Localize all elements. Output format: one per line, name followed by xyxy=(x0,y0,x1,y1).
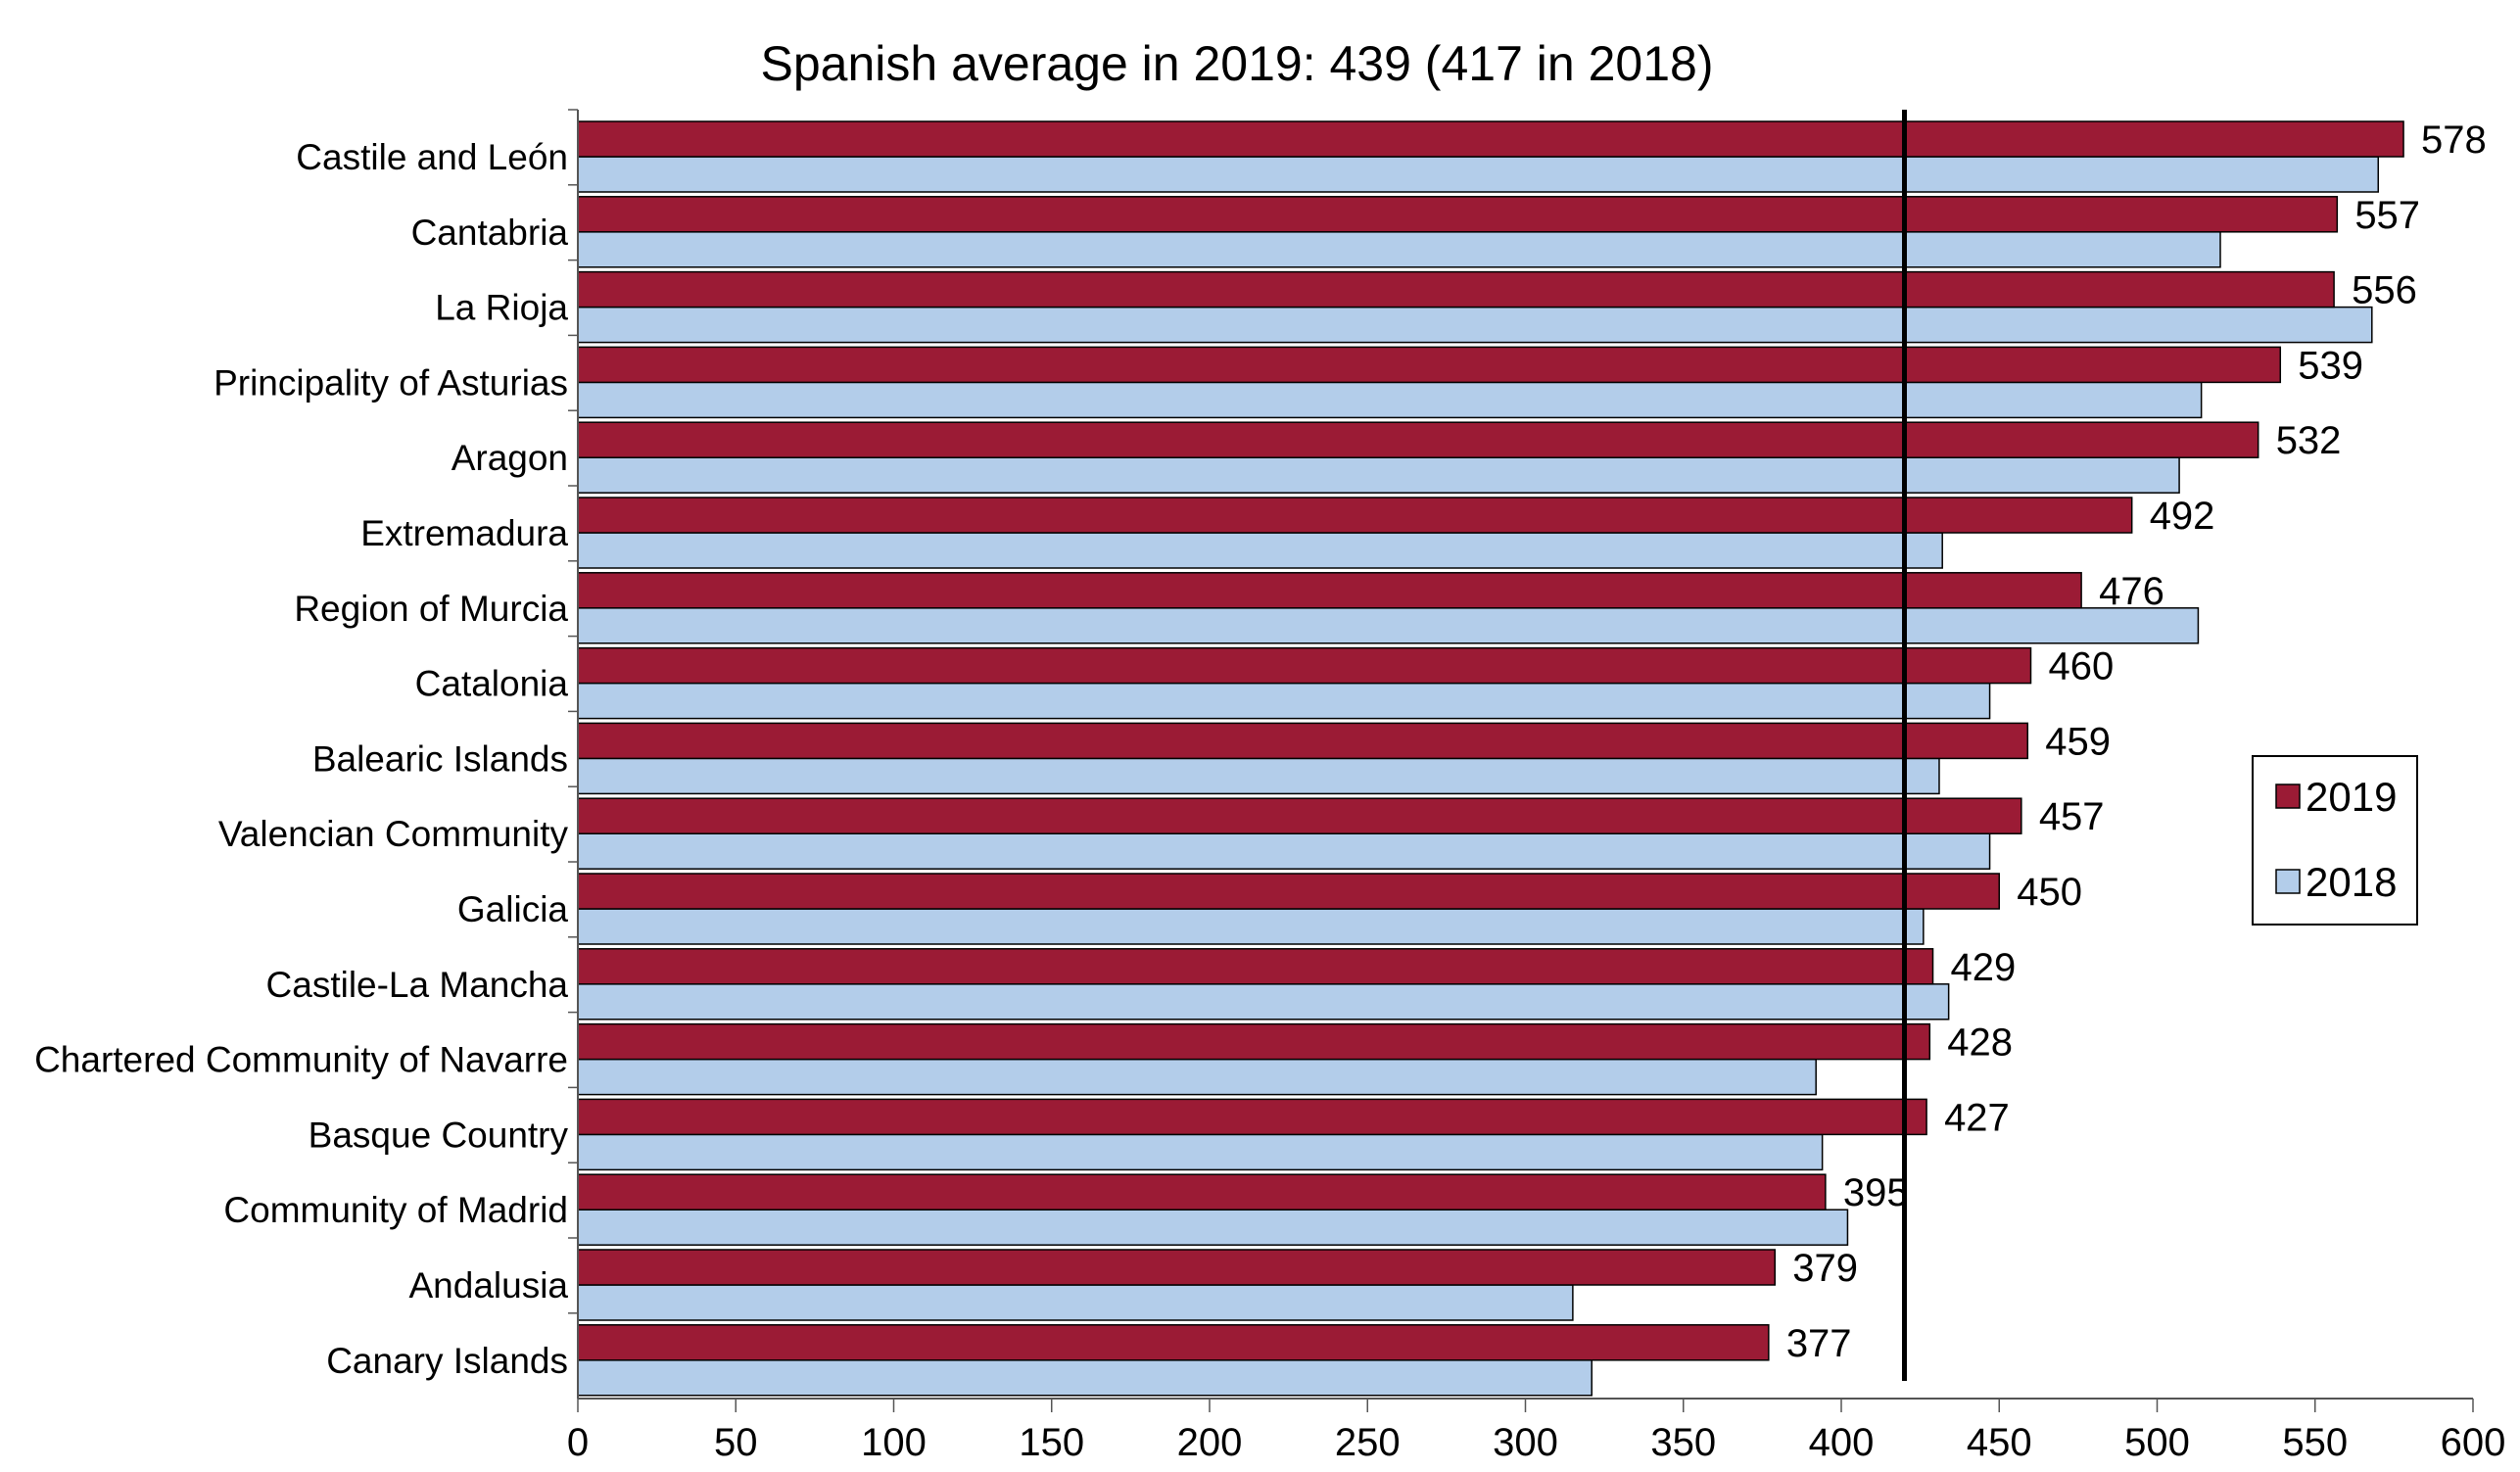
bar-2019 xyxy=(577,196,2339,233)
x-tick-label: 300 xyxy=(1493,1421,1558,1464)
x-tick-label: 550 xyxy=(2282,1421,2348,1464)
bar-2018 xyxy=(577,1133,1824,1171)
data-label-2019: 460 xyxy=(2049,645,2115,689)
bar-2019 xyxy=(577,1249,1777,1286)
bar-2019 xyxy=(577,797,2022,834)
category-label: Community of Madrid xyxy=(223,1190,568,1230)
bar-2018 xyxy=(577,381,2203,419)
chart-title: Spanish average in 2019: 439 (417 in 201… xyxy=(761,36,1714,91)
category-label: Aragon xyxy=(452,438,568,478)
bar-2018 xyxy=(577,1058,1817,1096)
category-label: Basque Country xyxy=(309,1115,569,1155)
data-label-2019: 476 xyxy=(2099,570,2164,613)
category-label: Extremadura xyxy=(360,513,568,553)
bar-2018 xyxy=(577,532,1943,569)
bar-2019 xyxy=(577,270,2335,309)
data-label-2019: 457 xyxy=(2039,795,2105,838)
x-tick-label: 0 xyxy=(567,1421,589,1464)
category-label: Catalonia xyxy=(415,664,569,704)
legend-swatch-2019 xyxy=(2275,783,2301,809)
bar-2018 xyxy=(577,757,1940,795)
bar-2018 xyxy=(577,456,2180,494)
category-label: Castile-La Mancha xyxy=(266,965,569,1005)
bar-2019 xyxy=(577,1022,1931,1061)
data-label-2019: 556 xyxy=(2352,269,2417,312)
bar-2018 xyxy=(577,231,2221,268)
bar-2019 xyxy=(577,1098,1927,1136)
data-label-2019: 428 xyxy=(1947,1021,2013,1065)
legend-label-2019: 2019 xyxy=(2306,774,2397,820)
x-tick-label: 350 xyxy=(1650,1421,1716,1464)
bar-2018 xyxy=(577,832,1991,870)
x-tick-label: 450 xyxy=(1967,1421,2032,1464)
bar-2019 xyxy=(577,722,2029,760)
data-label-2019: 377 xyxy=(1786,1322,1852,1365)
legend: 2019 2018 xyxy=(2252,755,2418,926)
bar-2019 xyxy=(577,346,2282,384)
data-label-2019: 429 xyxy=(1951,946,2017,989)
bar-2018 xyxy=(577,1209,1849,1246)
category-label: Galicia xyxy=(457,889,569,929)
bar-2019 xyxy=(577,497,2133,534)
x-tick-label: 500 xyxy=(2124,1421,2190,1464)
data-label-2019: 395 xyxy=(1843,1171,1909,1214)
category-label: Principality of Asturias xyxy=(214,362,568,403)
bar-2018 xyxy=(577,908,1925,945)
bar-2019 xyxy=(577,1324,1770,1361)
category-label: Region of Murcia xyxy=(294,589,568,629)
data-label-2019: 578 xyxy=(2421,119,2487,162)
bar-2018 xyxy=(577,1284,1574,1321)
x-tick-label: 200 xyxy=(1177,1421,1243,1464)
category-label: Canary Islands xyxy=(326,1341,568,1381)
bar-2019 xyxy=(577,948,1934,985)
legend-swatch-2018 xyxy=(2275,869,2301,894)
data-label-2019: 450 xyxy=(2017,871,2082,914)
category-label: Chartered Community of Navarre xyxy=(34,1040,568,1080)
category-label: Cantabria xyxy=(411,213,569,253)
data-label-2019: 459 xyxy=(2045,720,2111,763)
x-tick-label: 150 xyxy=(1019,1421,1084,1464)
category-label: Andalusia xyxy=(408,1265,568,1306)
x-tick-label: 400 xyxy=(1809,1421,1875,1464)
category-label: Balearic Islands xyxy=(312,738,568,779)
legend-label-2018: 2018 xyxy=(2306,859,2397,905)
bar-2019 xyxy=(577,421,2259,458)
data-label-2019: 532 xyxy=(2276,419,2342,462)
bar-2018 xyxy=(577,607,2200,644)
data-label-2019: 379 xyxy=(1792,1247,1858,1290)
category-label: Valencian Community xyxy=(218,814,569,854)
category-label: Castile and León xyxy=(296,137,568,177)
bar-2019 xyxy=(577,873,2000,910)
plot-area: 578 Castile and León 557 Cantabria 556 La Rio… xyxy=(34,109,2506,1464)
x-tick-label: 250 xyxy=(1335,1421,1401,1464)
x-tick-label: 600 xyxy=(2441,1421,2506,1464)
bar-2019 xyxy=(577,120,2404,158)
bar-2018 xyxy=(577,682,1991,720)
bar-2018 xyxy=(577,1359,1593,1397)
bar-2019 xyxy=(577,572,2082,609)
bar-2019 xyxy=(577,1173,1827,1211)
bar-2018 xyxy=(577,306,2373,344)
category-label: La Rioja xyxy=(435,288,568,328)
bar-2018 xyxy=(577,983,1950,1021)
x-tick-label: 50 xyxy=(714,1421,758,1464)
bar-2018 xyxy=(577,156,2379,193)
x-tick-label: 100 xyxy=(861,1421,927,1464)
data-label-2019: 427 xyxy=(1944,1096,2010,1139)
data-label-2019: 492 xyxy=(2150,495,2215,538)
data-label-2019: 539 xyxy=(2298,344,2363,387)
data-label-2019: 557 xyxy=(2354,194,2420,237)
bar-2019 xyxy=(577,646,2032,685)
